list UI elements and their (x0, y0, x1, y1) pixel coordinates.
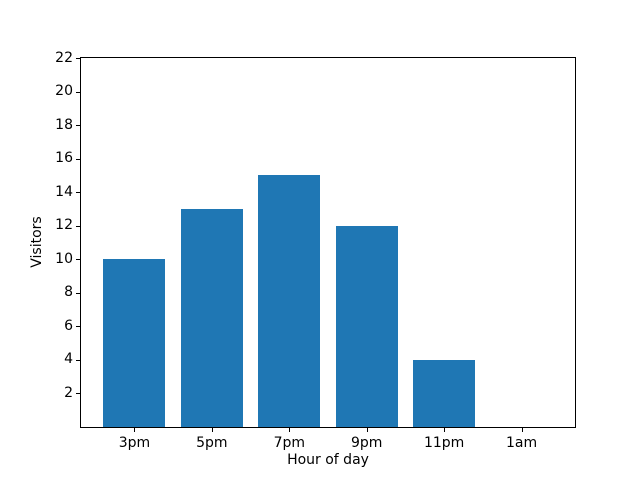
x-tick-mark (521, 428, 523, 432)
y-tick-mark (76, 125, 80, 127)
x-tick-label: 1am (506, 435, 538, 451)
y-tick-label: 16 (55, 150, 73, 167)
x-tick-label: 11pm (423, 435, 465, 451)
y-tick-mark (76, 326, 80, 328)
y-tick-mark (76, 359, 80, 361)
y-tick-label: 6 (64, 317, 73, 334)
x-tick-label: 9pm (350, 435, 383, 451)
x-axis-label: Hour of day (287, 452, 369, 468)
bar-5pm (180, 208, 243, 427)
y-axis-label: Visitors (29, 216, 45, 268)
x-tick-mark (134, 428, 136, 432)
y-tick-label: 10 (55, 250, 73, 267)
y-tick-mark (76, 158, 80, 160)
y-tick-mark (76, 192, 80, 194)
plot-area: 2 4 6 8 10 12 14 16 18 20 22 3pm 5pm 7pm 9pm 11pm 1am (55, 50, 576, 451)
y-tick-label: 18 (55, 116, 73, 133)
x-tick-mark (211, 428, 213, 432)
y-tick-label: 4 (64, 351, 73, 368)
x-tick-mark (366, 428, 368, 432)
bar-3pm (103, 259, 166, 427)
y-tick-mark (76, 259, 80, 261)
x-tick-mark (289, 428, 291, 432)
y-tick-label: 2 (64, 384, 73, 401)
y-tick-label: 20 (55, 83, 73, 100)
x-tick-label: 3pm (118, 435, 151, 451)
y-tick-mark (76, 225, 80, 227)
y-tick-label: 14 (55, 183, 73, 200)
x-tick-label: 5pm (196, 435, 228, 451)
y-tick-label: 12 (55, 217, 73, 234)
bar-7pm (258, 175, 321, 427)
bar-11pm (413, 359, 476, 427)
x-tick-mark (444, 428, 446, 432)
bar-9pm (335, 225, 398, 427)
x-tick-label: 7pm (273, 435, 305, 451)
y-tick-mark (76, 292, 80, 294)
y-tick-label: 22 (55, 49, 73, 66)
y-tick-label: 8 (64, 284, 73, 301)
y-tick-mark (76, 91, 80, 93)
y-tick-mark (76, 58, 80, 59)
y-tick-mark (76, 393, 80, 395)
